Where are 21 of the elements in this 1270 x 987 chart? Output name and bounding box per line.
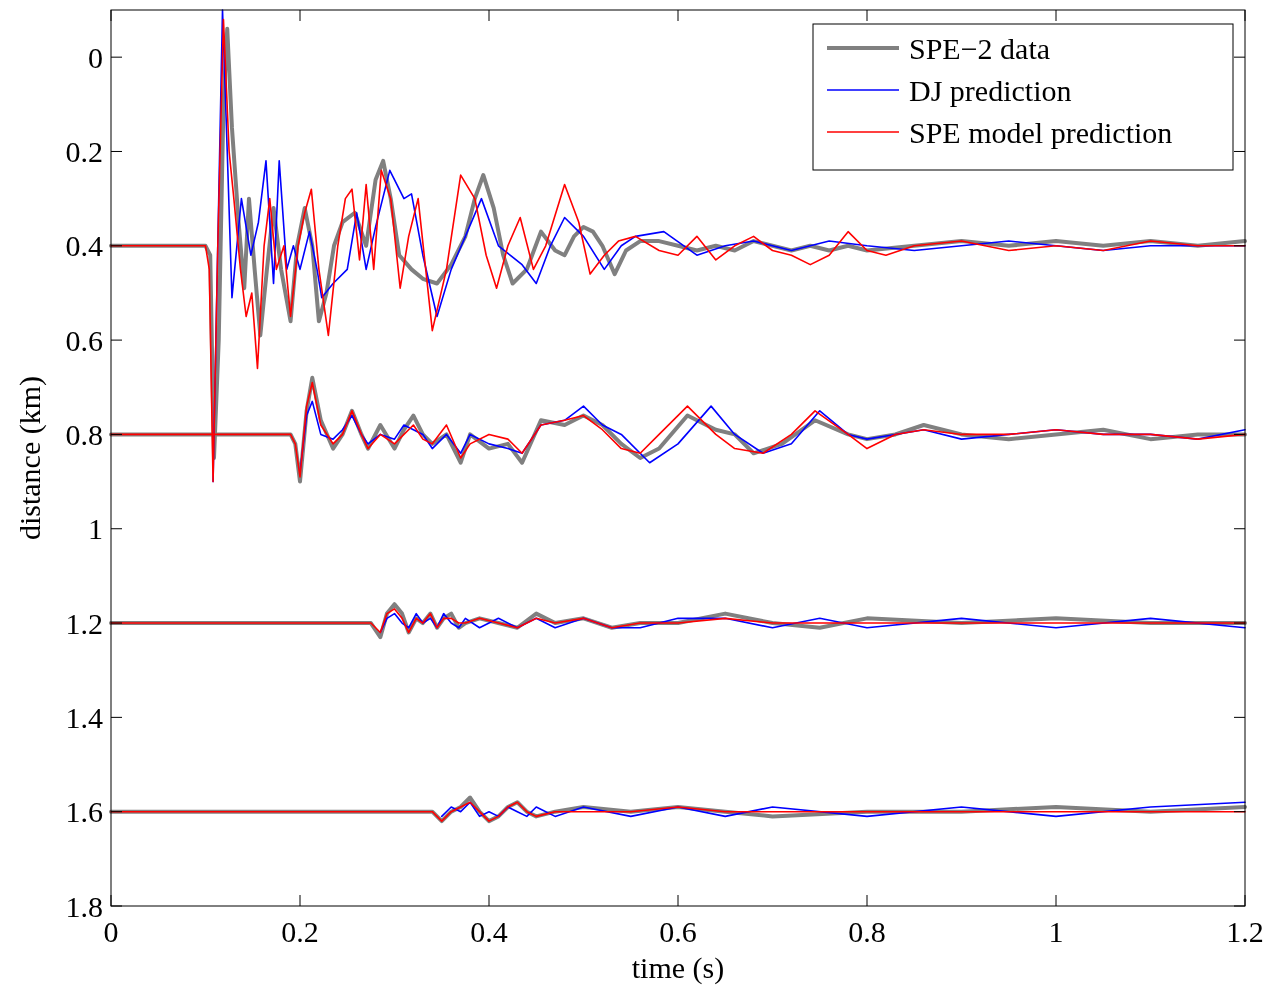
y-tick-label: 0: [88, 40, 103, 74]
y-axis-title: distance (km): [13, 375, 47, 541]
y-tick-label: 1.6: [65, 795, 103, 829]
x-tick-label: 0.6: [659, 915, 697, 948]
x-tick-label: 1.2: [1226, 915, 1264, 948]
y-tick-label: 0.2: [65, 134, 103, 168]
y-tick-label: 0.8: [65, 417, 103, 451]
y-tick-label: 1.8: [65, 889, 103, 923]
legend-label: DJ prediction: [909, 73, 1072, 107]
x-axis-title: time (s): [631, 951, 725, 985]
y-tick-label: 1.4: [65, 700, 103, 734]
y-tick-label: 0.6: [65, 323, 103, 357]
x-tick-label: 0.2: [281, 915, 319, 948]
x-tick-label: 1: [1048, 915, 1064, 948]
x-tick-label: 0.8: [848, 915, 886, 948]
y-tick-label: 1.2: [65, 606, 103, 640]
legend-label: SPE model prediction: [909, 115, 1173, 149]
legend-label: SPE−2 data: [909, 31, 1051, 65]
y-tick-label: 1: [88, 512, 103, 546]
y-tick-label: 0.4: [65, 229, 103, 263]
x-tick-label: 0.4: [470, 915, 508, 948]
